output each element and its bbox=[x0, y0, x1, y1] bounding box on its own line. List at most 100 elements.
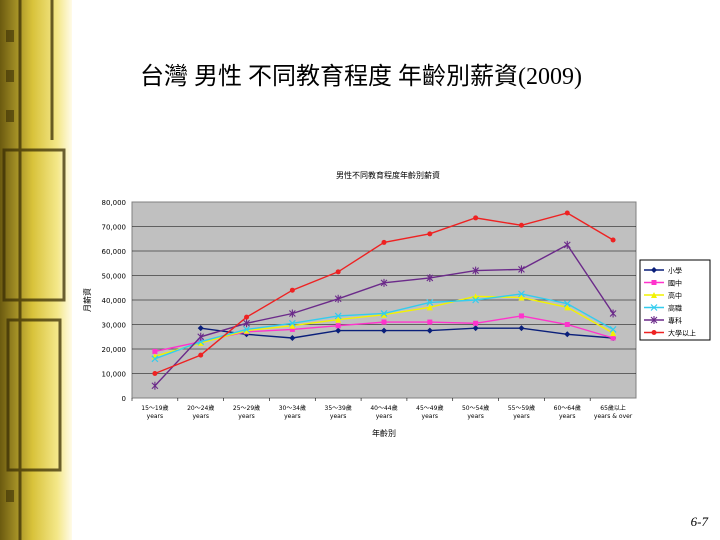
data-point bbox=[518, 222, 524, 228]
data-point bbox=[197, 325, 204, 332]
data-point bbox=[650, 304, 658, 311]
data-point bbox=[426, 299, 434, 306]
x-tick-label-line: 15～19歲 bbox=[141, 404, 168, 412]
legend-label: 高中 bbox=[668, 291, 682, 300]
data-point bbox=[334, 312, 342, 320]
data-point bbox=[426, 327, 433, 334]
data-point bbox=[518, 290, 525, 298]
data-point bbox=[650, 316, 658, 324]
page-number: 6-7 bbox=[690, 514, 708, 529]
data-point bbox=[381, 319, 387, 325]
data-point bbox=[335, 269, 341, 275]
y-tick-label: 0 bbox=[122, 395, 126, 403]
x-tick-label-line: 20～24歲 bbox=[187, 404, 214, 412]
data-point bbox=[610, 237, 616, 243]
y-tick-label: 10,000 bbox=[102, 371, 127, 379]
x-tick-label-line: 30～34歲 bbox=[279, 404, 306, 412]
legend-label: 專科 bbox=[668, 316, 682, 325]
data-point bbox=[380, 310, 388, 317]
y-tick-labels: 0 10,000 20,000 30,000 40,000 50,000 60,000 70,… bbox=[102, 199, 127, 403]
data-point bbox=[243, 319, 250, 328]
data-point bbox=[609, 309, 617, 318]
legend-label: 高職 bbox=[668, 304, 682, 313]
x-tick-label: 20～24歲 years bbox=[187, 404, 214, 420]
data-point bbox=[288, 309, 296, 318]
y-axis-label: 月薪資 bbox=[82, 288, 92, 312]
x-tick-label-line: years bbox=[376, 413, 393, 420]
data-point bbox=[609, 325, 617, 333]
x-tick-label-line: years bbox=[559, 413, 576, 420]
y-tick-label: 70,000 bbox=[102, 224, 127, 232]
data-point bbox=[151, 355, 159, 363]
x-tick-label: 25～29歲 years bbox=[233, 404, 260, 420]
data-point bbox=[426, 273, 434, 282]
data-point bbox=[564, 322, 570, 327]
legend-entry: 高中 bbox=[644, 291, 682, 300]
x-tick-label-line: years bbox=[147, 413, 164, 420]
data-point bbox=[289, 326, 295, 332]
x-tick-label: 30～34歲 years bbox=[279, 404, 306, 420]
data-point bbox=[427, 231, 433, 237]
data-point bbox=[152, 348, 158, 354]
x-tick-label-line: 35～39歲 bbox=[325, 404, 352, 412]
legend-entry: 高職 bbox=[644, 304, 682, 313]
data-point bbox=[563, 240, 571, 249]
data-point bbox=[564, 331, 571, 338]
legend-label: 大學以上 bbox=[668, 329, 696, 338]
data-point bbox=[518, 313, 524, 319]
x-tick-label-line: 60～64歲 bbox=[554, 404, 581, 412]
x-tick-label-line: 45～49歲 bbox=[416, 404, 443, 412]
y-tick-label: 40,000 bbox=[102, 297, 127, 305]
x-axis-label: 年齡別 bbox=[372, 428, 396, 438]
chart-title: 男性不同教育程度年齡別薪資 bbox=[336, 170, 440, 180]
data-point bbox=[610, 335, 616, 341]
data-point bbox=[243, 327, 250, 334]
data-point bbox=[335, 316, 342, 323]
legend-label: 小學 bbox=[668, 266, 682, 275]
x-tick-label: 60～64歲 years bbox=[554, 404, 581, 420]
x-tick-label: 65歲以上 years & over bbox=[594, 404, 633, 420]
data-point bbox=[651, 330, 657, 335]
x-tick-label-line: years bbox=[330, 413, 347, 420]
data-point bbox=[473, 215, 479, 221]
legend-entry: 小學 bbox=[644, 266, 682, 275]
x-tick-label-line: 65歲以上 bbox=[600, 404, 626, 412]
data-point bbox=[288, 319, 296, 327]
data-point bbox=[473, 320, 479, 326]
x-tick-label-line: years & over bbox=[594, 413, 633, 420]
data-point bbox=[651, 292, 657, 298]
data-point bbox=[289, 334, 296, 341]
series-lines bbox=[151, 210, 617, 390]
data-point bbox=[151, 381, 159, 390]
data-point bbox=[518, 265, 525, 274]
y-tick-label: 50,000 bbox=[102, 273, 127, 281]
series-大學以上 bbox=[152, 210, 616, 376]
data-point bbox=[198, 352, 204, 358]
data-point bbox=[472, 325, 479, 332]
series-line bbox=[200, 327, 614, 339]
x-tick-label-line: years bbox=[284, 413, 301, 420]
legend-box bbox=[639, 259, 711, 341]
data-point bbox=[472, 296, 480, 304]
y-tick-label: 30,000 bbox=[102, 322, 127, 330]
data-point bbox=[381, 311, 387, 318]
data-point bbox=[472, 266, 480, 275]
data-point bbox=[197, 332, 205, 341]
series-高職 bbox=[151, 290, 617, 363]
data-point bbox=[243, 325, 250, 333]
x-tick-label: 40～44歲 years bbox=[370, 404, 397, 420]
x-tick-label-line: years bbox=[467, 413, 484, 420]
y-tick-label: 80,000 bbox=[102, 199, 127, 207]
line-chart: 男性不同教育程度年齡別薪資 0 10,000 20,000 30,000 40,000 5… bbox=[82, 160, 712, 460]
data-point bbox=[610, 330, 617, 337]
x-tick-label-line: 50～54歲 bbox=[462, 404, 489, 412]
series-高中 bbox=[151, 293, 617, 360]
slide-title: 台灣 男性 不同教育程度 年齡別薪資(2009) bbox=[140, 64, 582, 90]
data-point bbox=[564, 304, 571, 311]
data-point bbox=[518, 325, 525, 332]
data-point bbox=[152, 371, 158, 376]
data-point bbox=[381, 239, 387, 245]
data-point bbox=[381, 327, 387, 334]
